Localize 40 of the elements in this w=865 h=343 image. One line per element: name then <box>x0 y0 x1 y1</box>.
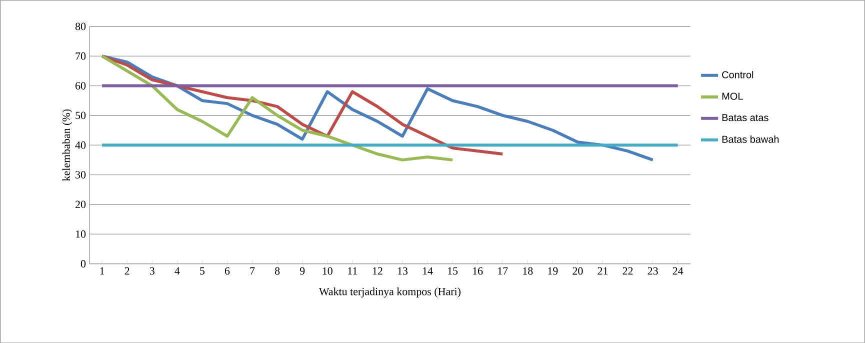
x-tick-label: 6 <box>224 267 230 275</box>
x-tick-label: 4 <box>174 267 180 274</box>
legend-label: Batas atas <box>722 114 768 121</box>
legend-label: Control <box>722 70 754 78</box>
y-tick-label: 20 <box>76 200 86 208</box>
x-tick-label: 22 <box>622 267 633 274</box>
y-tick-label: 30 <box>76 170 86 178</box>
x-tick-label: 24 <box>672 267 684 274</box>
y-tick-label: 60 <box>76 82 86 90</box>
y-tick-label: 50 <box>76 112 86 120</box>
x-tick-label: 11 <box>348 267 358 274</box>
x-tick-label: 1 <box>100 267 104 274</box>
y-axis-title: kelembaban (%) <box>62 109 72 181</box>
x-tick-label: 3 <box>150 267 154 275</box>
x-tick-label: 12 <box>372 267 382 274</box>
x-tick-label: 7 <box>250 267 255 274</box>
x-tick-label: 21 <box>598 267 608 274</box>
x-tick-label: 10 <box>322 267 332 275</box>
x-tick-label: 18 <box>523 267 533 275</box>
y-tick-label: 80 <box>75 22 86 30</box>
x-tick-label: 14 <box>422 267 433 274</box>
line-series <box>100 54 504 156</box>
y-tick-label: 0 <box>80 260 86 268</box>
x-axis-title: Waktu terjadinya kompos (Hari) <box>318 287 460 298</box>
y-tick-label: 10 <box>76 230 86 238</box>
x-tick-label: 16 <box>473 267 483 275</box>
x-tick-label: 20 <box>572 267 583 275</box>
legend-label: MOL <box>722 92 743 100</box>
x-tick-label: 8 <box>274 267 280 275</box>
x-tick-label: 13 <box>398 267 408 275</box>
x-tick-label: 5 <box>200 267 205 274</box>
x-tick-label: 19 <box>548 267 558 275</box>
legend-label: Batas bawah <box>722 135 779 143</box>
y-tick-label: 70 <box>76 52 86 60</box>
x-tick-label: 15 <box>448 267 458 275</box>
x-tick-label: 23 <box>648 267 658 275</box>
x-tick-label: 2 <box>124 267 130 274</box>
x-tick-label: 17 <box>498 267 508 274</box>
x-tick-label: 9 <box>300 267 305 275</box>
y-tick-label: 40 <box>75 141 86 149</box>
